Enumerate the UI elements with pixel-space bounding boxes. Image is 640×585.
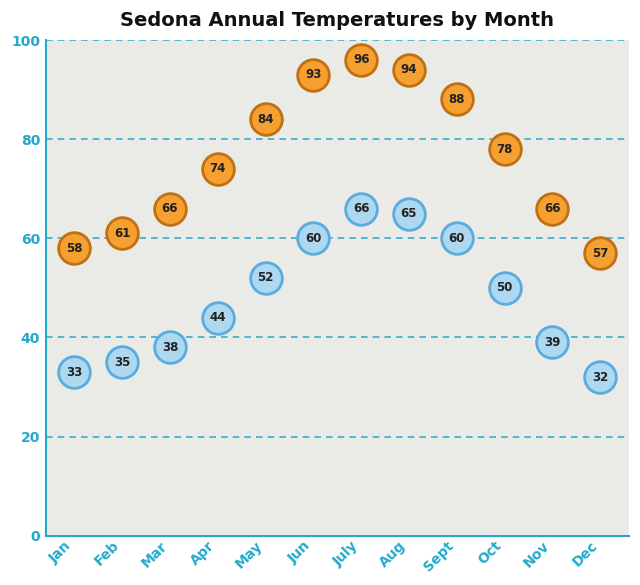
Text: 58: 58 [66, 242, 83, 254]
Text: 33: 33 [66, 366, 83, 378]
Point [595, 249, 605, 258]
Text: 60: 60 [305, 232, 321, 245]
Text: 57: 57 [592, 247, 609, 260]
Point [212, 164, 223, 174]
Point [499, 144, 509, 154]
Text: 84: 84 [257, 113, 274, 126]
Point [165, 204, 175, 214]
Point [404, 209, 414, 218]
Point [356, 204, 366, 214]
Text: 38: 38 [162, 341, 178, 354]
Point [117, 357, 127, 367]
Text: 35: 35 [114, 356, 131, 369]
Point [452, 233, 462, 243]
Text: 93: 93 [305, 68, 321, 81]
Point [452, 95, 462, 104]
Text: 88: 88 [449, 93, 465, 106]
Point [308, 233, 319, 243]
Text: 66: 66 [544, 202, 561, 215]
Point [547, 204, 557, 214]
Text: 61: 61 [114, 227, 131, 240]
Text: 65: 65 [401, 207, 417, 220]
Text: 74: 74 [209, 163, 226, 176]
Point [165, 343, 175, 352]
Text: 32: 32 [592, 371, 609, 384]
Text: 52: 52 [257, 271, 274, 284]
Point [260, 273, 271, 283]
Point [404, 65, 414, 74]
Text: 96: 96 [353, 53, 369, 66]
Point [69, 367, 79, 377]
Text: 39: 39 [544, 336, 561, 349]
Point [308, 70, 319, 80]
Text: 94: 94 [401, 63, 417, 76]
Text: 60: 60 [449, 232, 465, 245]
Text: 78: 78 [497, 143, 513, 156]
Point [595, 373, 605, 382]
Text: 44: 44 [209, 311, 226, 324]
Point [69, 243, 79, 253]
Text: 66: 66 [353, 202, 369, 215]
Text: 66: 66 [162, 202, 178, 215]
Point [356, 55, 366, 64]
Title: Sedona Annual Temperatures by Month: Sedona Annual Temperatures by Month [120, 11, 554, 30]
Point [117, 229, 127, 238]
Point [212, 313, 223, 322]
Text: 50: 50 [497, 281, 513, 294]
Point [260, 115, 271, 124]
Point [499, 283, 509, 292]
Point [547, 338, 557, 347]
